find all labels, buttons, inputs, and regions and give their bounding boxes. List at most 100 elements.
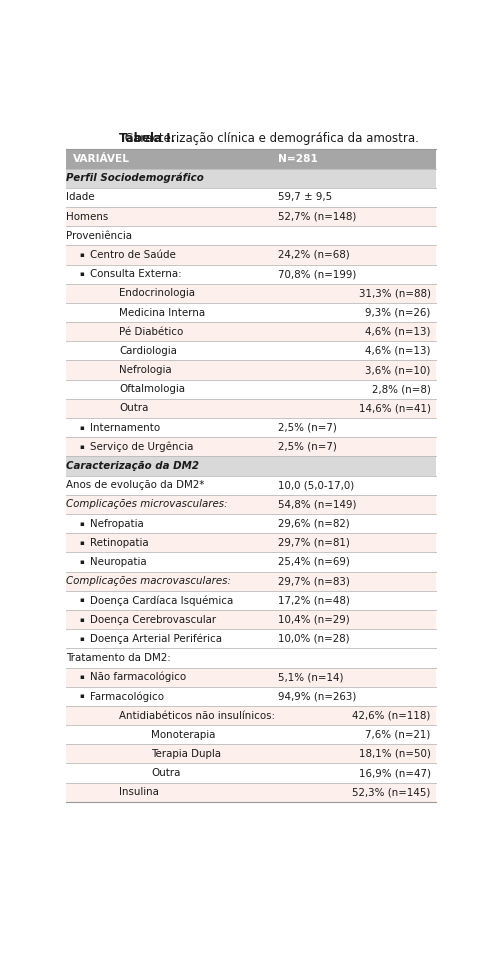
- Text: Oftalmologia: Oftalmologia: [119, 384, 185, 394]
- Text: Doença Arterial Periférica: Doença Arterial Periférica: [91, 634, 222, 644]
- Text: VARIÁVEL: VARIÁVEL: [74, 154, 130, 164]
- Text: 7,6% (n=21): 7,6% (n=21): [366, 729, 431, 740]
- Text: 2,5% (n=7): 2,5% (n=7): [278, 441, 337, 452]
- Text: Neuropatia: Neuropatia: [91, 557, 147, 567]
- Text: ▪: ▪: [80, 616, 85, 622]
- Bar: [66, 514, 437, 533]
- Text: Anos de evolução da DM2*: Anos de evolução da DM2*: [66, 480, 204, 490]
- Text: Endocrinologia: Endocrinologia: [119, 288, 195, 298]
- Text: 5,1% (n=14): 5,1% (n=14): [278, 672, 343, 682]
- Text: Complicações microvasculares:: Complicações microvasculares:: [66, 499, 227, 509]
- Bar: [66, 226, 437, 245]
- Bar: [66, 245, 437, 265]
- Text: Homens: Homens: [66, 212, 108, 221]
- Text: 10,0% (n=28): 10,0% (n=28): [278, 634, 349, 643]
- Text: ▪: ▪: [80, 597, 85, 604]
- Text: Caracterização da DM2: Caracterização da DM2: [66, 461, 199, 471]
- Bar: [66, 782, 437, 802]
- Text: Pé Diabético: Pé Diabético: [119, 327, 183, 337]
- Text: ▪: ▪: [80, 271, 85, 277]
- Text: Doença Cerebrovascular: Doença Cerebrovascular: [91, 614, 217, 625]
- Text: ▪: ▪: [80, 425, 85, 431]
- Text: Centro de Saúde: Centro de Saúde: [91, 250, 176, 260]
- Text: 2,8% (n=8): 2,8% (n=8): [372, 384, 431, 394]
- Bar: [66, 341, 437, 360]
- Text: ▪: ▪: [80, 694, 85, 699]
- Text: Cardiologia: Cardiologia: [119, 346, 177, 355]
- Bar: [66, 322, 437, 341]
- Text: 42,6% (n=118): 42,6% (n=118): [352, 711, 431, 721]
- Bar: [66, 207, 437, 226]
- Bar: [66, 629, 437, 648]
- Text: 29,7% (n=83): 29,7% (n=83): [278, 576, 349, 586]
- Text: Consulta Externa:: Consulta Externa:: [91, 270, 182, 279]
- Text: Idade: Idade: [66, 192, 95, 202]
- Bar: [66, 475, 437, 495]
- Text: Antidiabéticos não insulínicos:: Antidiabéticos não insulínicos:: [119, 711, 275, 721]
- Text: Serviço de Urgência: Serviço de Urgência: [91, 441, 194, 452]
- Text: 14,6% (n=41): 14,6% (n=41): [359, 404, 431, 413]
- Text: 10,4% (n=29): 10,4% (n=29): [278, 614, 349, 625]
- Bar: [66, 380, 437, 399]
- Text: Não farmacológico: Não farmacológico: [91, 672, 187, 682]
- Text: Tabela I.: Tabela I.: [119, 132, 175, 145]
- Text: Nefropatia: Nefropatia: [91, 519, 144, 528]
- Text: ▪: ▪: [80, 636, 85, 641]
- Bar: [66, 591, 437, 610]
- Bar: [66, 457, 437, 475]
- Text: ▪: ▪: [80, 540, 85, 546]
- Bar: [66, 572, 437, 591]
- Text: ▪: ▪: [80, 252, 85, 258]
- Text: Farmacológico: Farmacológico: [91, 691, 165, 701]
- Text: ▪: ▪: [80, 674, 85, 680]
- Bar: [66, 687, 437, 706]
- Text: 54,8% (n=149): 54,8% (n=149): [278, 499, 356, 509]
- Text: Retinopatia: Retinopatia: [91, 538, 149, 548]
- Text: 29,6% (n=82): 29,6% (n=82): [278, 519, 349, 528]
- Text: Tratamento da DM2:: Tratamento da DM2:: [66, 653, 171, 663]
- Text: 94,9% (n=263): 94,9% (n=263): [278, 692, 356, 701]
- Text: 9,3% (n=26): 9,3% (n=26): [366, 307, 431, 318]
- Text: Complicações macrovasculares:: Complicações macrovasculares:: [66, 576, 231, 586]
- Text: Tabela I. Caracterização clínica e demográfica da amostra.: Tabela I. Caracterização clínica e demog…: [0, 965, 1, 966]
- Bar: [66, 187, 437, 207]
- Text: 52,7% (n=148): 52,7% (n=148): [278, 212, 356, 221]
- Text: Nefrologia: Nefrologia: [119, 365, 172, 375]
- Bar: [66, 438, 437, 457]
- Bar: [66, 744, 437, 763]
- Bar: [66, 150, 437, 169]
- Bar: [66, 265, 437, 284]
- Bar: [66, 706, 437, 725]
- Bar: [66, 169, 437, 187]
- Text: Proveniência: Proveniência: [66, 231, 132, 241]
- Bar: [66, 495, 437, 514]
- Bar: [66, 668, 437, 687]
- Text: ▪: ▪: [80, 521, 85, 526]
- Text: 2,5% (n=7): 2,5% (n=7): [278, 423, 337, 433]
- Text: N=281: N=281: [278, 154, 318, 164]
- Bar: [66, 610, 437, 629]
- Text: 4,6% (n=13): 4,6% (n=13): [365, 327, 431, 337]
- Text: ▪: ▪: [80, 443, 85, 450]
- Bar: [66, 284, 437, 303]
- Text: 10,0 (5,0-17,0): 10,0 (5,0-17,0): [278, 480, 354, 490]
- Text: 25,4% (n=69): 25,4% (n=69): [278, 557, 349, 567]
- Text: 24,2% (n=68): 24,2% (n=68): [278, 250, 349, 260]
- Bar: [66, 533, 437, 553]
- Text: Caracterização clínica e demográfica da amostra.: Caracterização clínica e demográfica da …: [122, 132, 419, 145]
- Text: Terapia Dupla: Terapia Dupla: [151, 749, 221, 759]
- Text: 16,9% (n=47): 16,9% (n=47): [359, 768, 431, 778]
- Text: 29,7% (n=81): 29,7% (n=81): [278, 538, 349, 548]
- Text: 70,8% (n=199): 70,8% (n=199): [278, 270, 356, 279]
- Bar: [66, 360, 437, 380]
- Text: Internamento: Internamento: [91, 423, 161, 433]
- Bar: [66, 648, 437, 668]
- Text: Insulina: Insulina: [119, 787, 159, 797]
- Text: Doença Cardíaca Isquémica: Doença Cardíaca Isquémica: [91, 595, 234, 606]
- Bar: [66, 303, 437, 322]
- Text: 18,1% (n=50): 18,1% (n=50): [359, 749, 431, 759]
- Text: 59,7 ± 9,5: 59,7 ± 9,5: [278, 192, 332, 202]
- Text: Monoterapia: Monoterapia: [151, 729, 216, 740]
- Text: 31,3% (n=88): 31,3% (n=88): [359, 288, 431, 298]
- Text: Perfil Sociodemográfico: Perfil Sociodemográfico: [66, 173, 203, 184]
